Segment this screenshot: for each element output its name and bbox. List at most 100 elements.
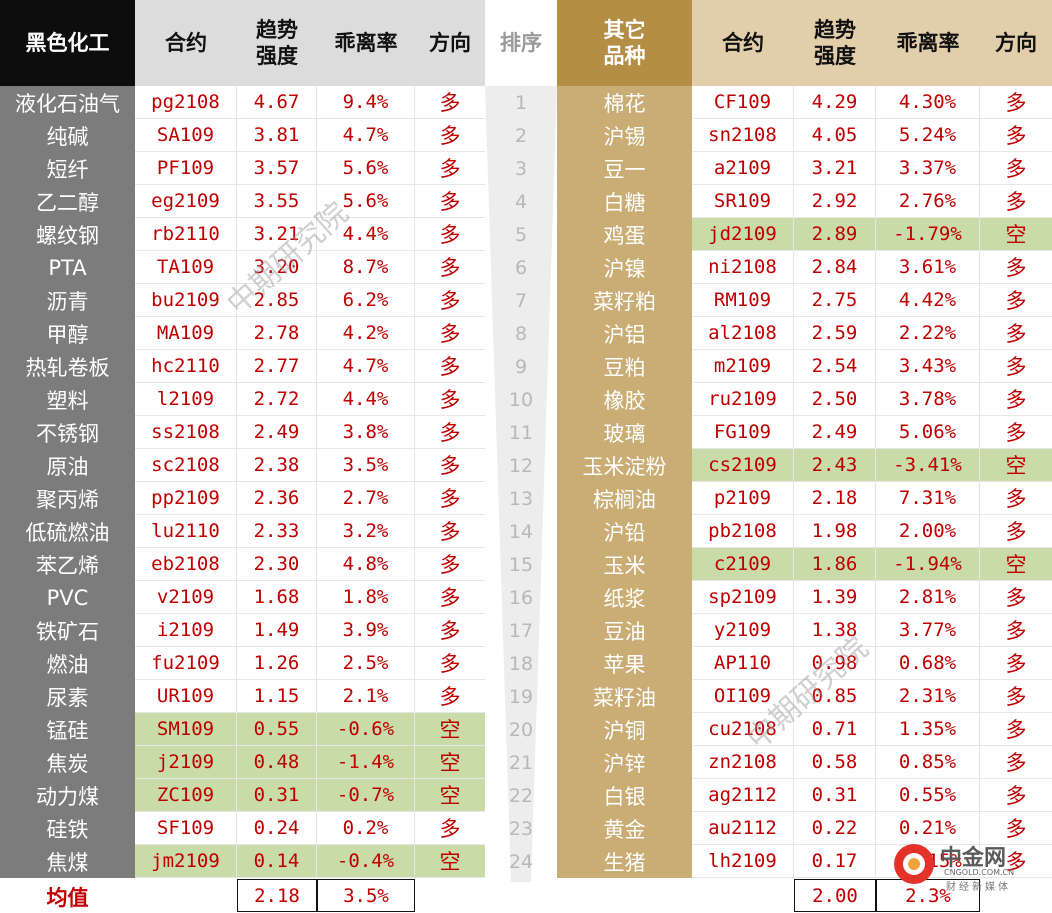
other-direction: 多 (980, 647, 1052, 680)
black-deviation-rate: 5.6% (317, 185, 415, 218)
header-black-chemical: 黑色化工 (0, 0, 135, 86)
other-direction: 多 (980, 416, 1052, 449)
black-trend-strength: 2.85 (237, 284, 317, 317)
black-contract-code: hc2110 (135, 350, 237, 383)
black-contract-code: v2109 (135, 581, 237, 614)
other-contract-code: CF109 (692, 86, 794, 119)
other-contract-code: c2109 (692, 548, 794, 581)
black-variety-name: 甲醇 (0, 317, 135, 350)
other-direction: 多 (980, 350, 1052, 383)
black-trend-strength: 2.72 (237, 383, 317, 416)
black-contract-code: SF109 (135, 812, 237, 845)
black-direction: 多 (415, 185, 485, 218)
other-variety-name: 豆一 (557, 152, 692, 185)
black-trend-strength: 0.24 (237, 812, 317, 845)
black-trend-strength: 2.38 (237, 449, 317, 482)
rank-number: 12 (508, 454, 534, 477)
black-trend-strength: 0.31 (237, 779, 317, 812)
black-deviation-rate: 3.5% (317, 449, 415, 482)
header-trend-left-line2: 强度 (256, 44, 298, 68)
other-contract-code: SR109 (692, 185, 794, 218)
other-contract-code: zn2108 (692, 746, 794, 779)
other-trend-strength: 0.98 (794, 647, 876, 680)
average-trend-left-text: 2.18 (254, 884, 300, 907)
black-direction: 空 (415, 746, 485, 779)
black-direction: 多 (415, 86, 485, 119)
cngold-logo-icon (894, 844, 934, 884)
other-direction: 空 (980, 449, 1052, 482)
other-contract-code: lh2109 (692, 845, 794, 878)
other-direction: 多 (980, 119, 1052, 152)
black-contract-code: SA109 (135, 119, 237, 152)
other-trend-strength: 0.31 (794, 779, 876, 812)
black-variety-name: 铁矿石 (0, 614, 135, 647)
rank-number: 16 (508, 586, 534, 609)
black-contract-code: TA109 (135, 251, 237, 284)
black-trend-strength: 1.49 (237, 614, 317, 647)
other-direction: 多 (980, 251, 1052, 284)
black-trend-strength: 3.20 (237, 251, 317, 284)
cngold-logo-name: 中金网 (940, 846, 1007, 871)
other-contract-code: p2109 (692, 482, 794, 515)
other-variety-name: 沪锡 (557, 119, 692, 152)
header-contract-right-text: 合约 (722, 31, 764, 55)
other-variety-name: 沪铅 (557, 515, 692, 548)
header-direction-right-text: 方向 (995, 31, 1037, 55)
sort-column-shade (485, 86, 557, 882)
black-trend-strength: 3.57 (237, 152, 317, 185)
black-contract-code: l2109 (135, 383, 237, 416)
other-deviation-rate: 2.76% (876, 185, 980, 218)
average-label: 均值 (0, 881, 135, 913)
other-direction: 空 (980, 218, 1052, 251)
other-direction: 多 (980, 746, 1052, 779)
other-variety-name: 豆粕 (557, 350, 692, 383)
other-trend-strength: 4.29 (794, 86, 876, 119)
other-variety-name: 菜籽粕 (557, 284, 692, 317)
black-direction: 多 (415, 548, 485, 581)
black-direction: 多 (415, 515, 485, 548)
other-deviation-rate: -1.79% (876, 218, 980, 251)
rank-number: 17 (508, 619, 534, 642)
rank-number: 11 (508, 421, 534, 444)
header-trend-left: 趋势 强度 (237, 0, 317, 86)
other-variety-name: 沪铝 (557, 317, 692, 350)
black-contract-code: fu2109 (135, 647, 237, 680)
header-contract-left-text: 合约 (165, 31, 207, 55)
other-deviation-rate: 0.68% (876, 647, 980, 680)
black-deviation-rate: 4.7% (317, 119, 415, 152)
header-sort: 排序 (485, 0, 557, 86)
other-trend-strength: 2.92 (794, 185, 876, 218)
rank-number: 13 (508, 487, 534, 510)
average-trend-right-text: 2.00 (812, 884, 858, 907)
other-direction: 多 (980, 515, 1052, 548)
other-contract-code: pb2108 (692, 515, 794, 548)
black-trend-strength: 2.49 (237, 416, 317, 449)
other-trend-strength: 0.22 (794, 812, 876, 845)
black-variety-name: 动力煤 (0, 779, 135, 812)
black-deviation-rate: 1.8% (317, 581, 415, 614)
other-variety-name: 鸡蛋 (557, 218, 692, 251)
rank-number: 4 (514, 190, 528, 213)
cngold-logo-site: CNGOLD.COM.CN (944, 868, 1015, 877)
black-contract-code: jm2109 (135, 845, 237, 878)
header-deviation-left: 乖离率 (317, 0, 415, 86)
rank-number: 9 (514, 355, 528, 378)
black-direction: 多 (415, 317, 485, 350)
other-contract-code: FG109 (692, 416, 794, 449)
black-variety-name: 苯乙烯 (0, 548, 135, 581)
black-contract-code: pg2108 (135, 86, 237, 119)
black-contract-code: UR109 (135, 680, 237, 713)
black-contract-code: j2109 (135, 746, 237, 779)
other-contract-code: a2109 (692, 152, 794, 185)
other-variety-name: 沪镍 (557, 251, 692, 284)
other-variety-name: 沪铜 (557, 713, 692, 746)
other-variety-name: 苹果 (557, 647, 692, 680)
other-direction: 多 (980, 812, 1052, 845)
header-trend-right-line1: 趋势 (814, 18, 856, 42)
black-direction: 多 (415, 614, 485, 647)
black-trend-strength: 0.55 (237, 713, 317, 746)
header-other-varieties: 其它 品种 (557, 0, 692, 86)
black-variety-name: 尿素 (0, 680, 135, 713)
rank-number: 1 (514, 91, 528, 114)
other-deviation-rate: 1.35% (876, 713, 980, 746)
